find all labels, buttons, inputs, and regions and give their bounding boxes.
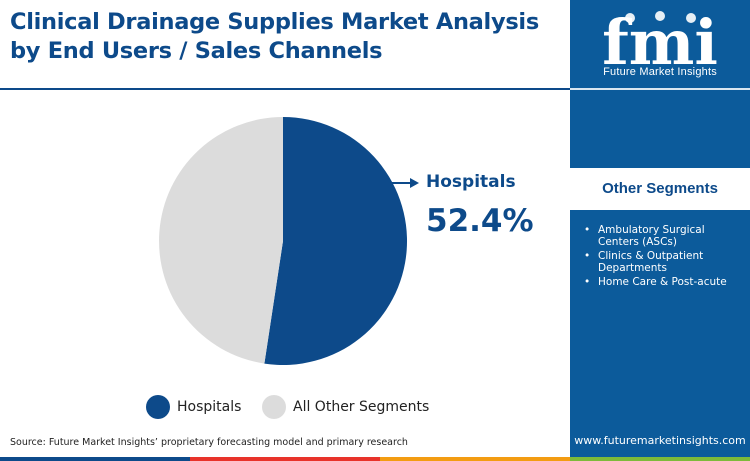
source-note: Source: Future Market Insights’ propriet… <box>10 437 408 448</box>
other-segment-item: Home Care & Post-acute <box>584 276 744 288</box>
pie-slice-hospitals <box>264 117 408 365</box>
pie-chart <box>159 117 419 365</box>
website-link[interactable]: www.futuremarketinsights.com <box>574 434 746 447</box>
other-segment-item: Ambulatory Surgical Centers (ASCs) <box>584 224 744 248</box>
other-segments-heading: Other Segments <box>570 168 750 210</box>
side-panel: fmi Future Market Insights Other Segment… <box>570 0 750 461</box>
callout-value: 52.4% <box>426 203 534 239</box>
footer-stripe-blue <box>0 457 190 461</box>
globe-icon <box>655 11 665 21</box>
footer-stripe-red <box>190 457 380 461</box>
side-divider <box>570 88 750 90</box>
legend-label-hospitals: Hospitals <box>177 399 242 415</box>
globe-icon <box>625 13 635 23</box>
footer-stripe-orange <box>380 457 570 461</box>
footer-stripe-green <box>570 457 750 461</box>
callout-arrow <box>392 178 419 188</box>
other-segment-item: Clinics & Outpatient Departments <box>584 250 744 274</box>
legend-swatch-hospitals <box>146 395 170 419</box>
chart-title: Clinical Drainage Supplies Market Analys… <box>10 9 539 64</box>
brand-name: Future Market Insights <box>603 66 717 78</box>
callout-label: Hospitals <box>426 172 516 192</box>
legend-item-hospitals: Hospitals <box>146 395 241 419</box>
legend-item-all-other-segments: All Other Segments <box>262 395 429 419</box>
globe-icon <box>686 13 696 23</box>
fmi-logo: fmi <box>602 8 718 79</box>
legend-label-all-other-segments: All Other Segments <box>293 399 430 415</box>
legend-swatch-all-other-segments <box>262 395 286 419</box>
title-divider <box>0 88 570 90</box>
pie-slice-all-other-segments <box>159 117 283 364</box>
other-segments-list: Ambulatory Surgical Centers (ASCs) Clini… <box>584 224 744 290</box>
